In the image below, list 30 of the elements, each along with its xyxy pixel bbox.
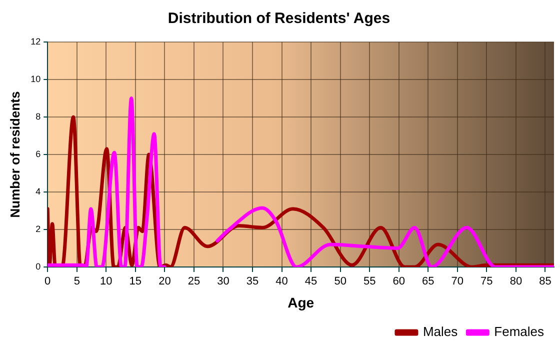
x-tick-label: 50 [334, 276, 346, 288]
y-tick-label: 2 [36, 224, 41, 234]
x-tick-label: 10 [100, 276, 112, 288]
x-tick-label: 30 [217, 276, 230, 288]
x-tick-label: 5 [74, 276, 80, 288]
x-axis-title: Age [288, 294, 314, 310]
y-tick-label: 8 [36, 111, 41, 122]
x-tick-label: 40 [276, 276, 288, 288]
x-tick-label: 70 [451, 276, 464, 288]
x-tick-label: 60 [392, 276, 405, 288]
y-axis-title: Number of residents [7, 91, 22, 218]
chart-title: Distribution of Residents' Ages [168, 10, 390, 28]
y-tick-label: 0 [36, 261, 41, 272]
legend-label: Females [494, 324, 544, 340]
x-tick-label: 45 [304, 276, 318, 288]
x-tick-label: 25 [188, 276, 200, 288]
x-tick-label: 0 [44, 276, 51, 288]
legend-label: Males [422, 324, 458, 340]
y-tick-label: 10 [30, 74, 41, 84]
x-tick-label: 85 [539, 276, 552, 288]
y-tick-label: 4 [36, 186, 41, 196]
x-tick-label: 80 [510, 276, 522, 288]
x-tick-label: 20 [158, 276, 171, 288]
x-tick-label: 35 [246, 276, 259, 288]
y-tick-label: 6 [36, 148, 41, 159]
y-tick-label: 12 [30, 36, 41, 46]
x-tick-label: 75 [480, 276, 493, 288]
x-tick-label: 55 [363, 276, 376, 288]
x-tick-label: 15 [129, 276, 142, 288]
x-tick-label: 65 [422, 276, 434, 288]
